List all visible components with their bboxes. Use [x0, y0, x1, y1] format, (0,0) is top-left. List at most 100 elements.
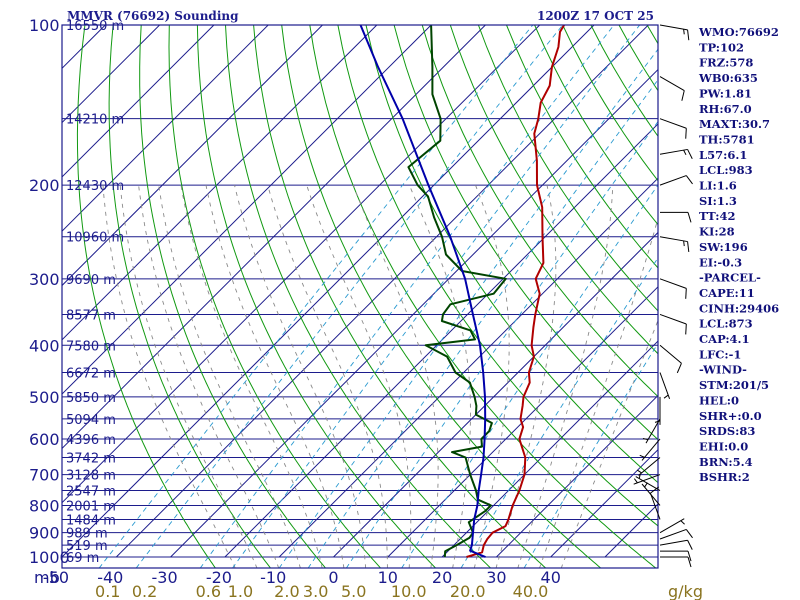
moist-adiabat	[138, 185, 280, 568]
dewpoint-profile	[407, 25, 507, 558]
wind-barb	[659, 278, 687, 299]
height-label: 10960 m	[66, 231, 124, 246]
wind-barb	[633, 474, 661, 485]
moist-adiabat	[267, 184, 388, 568]
height-label: 16550 m	[66, 19, 124, 34]
height-label: 2001 m	[66, 499, 116, 514]
index-item: CAPE:11	[699, 286, 755, 300]
height-label: 9690 m	[66, 273, 116, 288]
dry-adiabat	[393, 25, 658, 441]
wind-barb	[659, 313, 687, 335]
height-label: 7580 m	[66, 339, 116, 354]
height-label: 6672 m	[66, 367, 116, 382]
index-item: KI:28	[699, 225, 735, 239]
dry-adiabat	[590, 25, 658, 138]
wind-barb	[660, 556, 692, 568]
height-label: 8577 m	[66, 308, 116, 323]
pressure-tick-label: 1000	[29, 548, 70, 567]
index-item: SRDS:83	[699, 424, 755, 438]
x-unit-label: mb	[34, 568, 60, 587]
moist-adiabat	[102, 185, 236, 568]
height-label: 2547 m	[66, 485, 116, 500]
mixing-ratio-line	[345, 120, 658, 568]
wind-barb	[654, 396, 661, 425]
index-item: LI:1.6	[699, 179, 737, 193]
index-item: TH:5781	[699, 132, 755, 146]
moist-adiabat	[408, 184, 471, 568]
mixing-ratio-label: 1.0	[228, 582, 253, 600]
dry-adiabat	[309, 25, 657, 568]
plot-frame	[61, 24, 659, 569]
index-item: TT:42	[699, 209, 736, 223]
isotherm-line	[550, 448, 658, 558]
mixing-ratio-line	[232, 25, 641, 568]
index-item: PW:1.81	[699, 86, 752, 100]
height-label: 3742 m	[66, 451, 116, 466]
moist-adiabat	[473, 184, 510, 568]
mixing-ratio-label: 5.0	[341, 582, 366, 600]
index-item: EHI:0.0	[699, 439, 748, 453]
pressure-tick-label: 600	[29, 430, 60, 449]
isotherm-line	[62, 25, 160, 124]
pressure-tick-label: 700	[29, 466, 60, 485]
dry-adiabat	[449, 25, 658, 355]
wind-barb	[659, 175, 693, 186]
mixing-ratio-line	[278, 48, 658, 568]
dry-adiabat	[477, 25, 658, 312]
wind-barb	[659, 76, 685, 101]
index-item: WB0:635	[698, 71, 758, 85]
mixing-ratio-label: 0.6	[196, 582, 221, 600]
index-item: CAP:4.1	[699, 332, 750, 346]
moist-adiabat	[180, 185, 323, 568]
dry-adiabat	[139, 25, 327, 568]
isotherm-line	[278, 177, 658, 558]
index-item: HEL:0	[699, 393, 739, 407]
height-label: 3128 m	[66, 469, 116, 484]
pressure-tick-label: 200	[29, 176, 60, 195]
isotherm-line	[62, 25, 215, 178]
mixing-ratio-line	[460, 257, 658, 568]
mixing-ratio-line	[135, 25, 564, 568]
index-item: SI:1.3	[699, 194, 737, 208]
index-item: WMO:76692	[698, 25, 779, 39]
wind-barb	[659, 344, 682, 374]
height-label: 519 m	[66, 539, 108, 554]
mixing-ratio-label: 2.0	[274, 582, 299, 600]
moist-adiabat	[234, 184, 367, 568]
wind-barbs	[633, 24, 693, 568]
mixing-ratio-label: 20.0	[450, 582, 486, 600]
pressure-tick-label: 500	[29, 388, 60, 407]
index-item: SHR+:0.0	[699, 409, 762, 423]
dry-adiabat	[108, 25, 272, 568]
isotherm-line	[387, 286, 658, 558]
isotherm-line	[62, 25, 541, 504]
dry-adiabat	[562, 25, 658, 182]
temperature-tick-label: -20	[206, 568, 232, 587]
height-label: 989 m	[66, 527, 108, 542]
height-label: 5850 m	[66, 391, 116, 406]
isotherm-line	[496, 394, 658, 558]
profile-lines	[359, 25, 565, 558]
dry-adiabat	[168, 25, 382, 568]
isotherm-line	[62, 25, 486, 450]
index-item: L57:6.1	[699, 148, 747, 162]
isotherm-line	[62, 25, 595, 558]
isotherm-line	[333, 231, 658, 558]
isotherm-line	[441, 340, 658, 558]
mixing-ratio-label: 3.0	[303, 582, 328, 600]
temperature-tick-label: -30	[152, 568, 178, 587]
wind-barb	[659, 372, 671, 399]
index-item: -WIND-	[699, 363, 747, 377]
dry-adiabat	[506, 25, 658, 269]
mixing-ratio-label: 0.1	[95, 582, 120, 600]
dry-adiabat	[225, 25, 492, 568]
mixing-ratio-line	[523, 342, 658, 568]
index-item: RH:67.0	[699, 102, 752, 116]
dry-adiabat	[253, 25, 547, 568]
temperature-tick-label: 10	[378, 568, 398, 587]
isotherm-line	[62, 25, 432, 395]
dry-adiabat	[196, 25, 437, 568]
pressure-tick-label: 900	[29, 524, 60, 543]
dry-adiabat	[337, 25, 658, 527]
